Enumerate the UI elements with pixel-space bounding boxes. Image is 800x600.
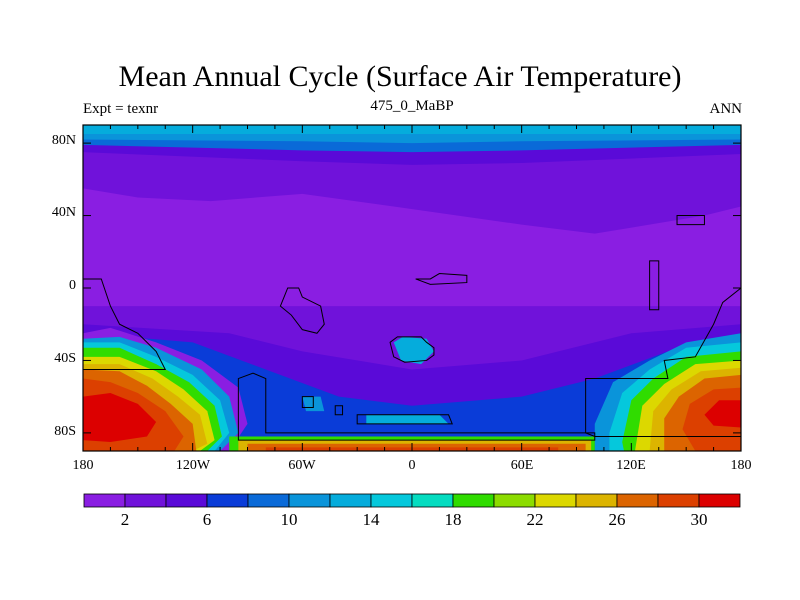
colorbar-label: 26 bbox=[608, 510, 626, 529]
colorbar-box bbox=[698, 493, 741, 508]
colorbar-box bbox=[83, 493, 126, 508]
colorbar-box bbox=[493, 493, 536, 508]
colorbar-box bbox=[329, 493, 372, 508]
coastline bbox=[649, 260, 660, 311]
colorbar-box bbox=[370, 493, 413, 508]
colorbar-box bbox=[247, 493, 290, 508]
coastline bbox=[585, 287, 741, 438]
lat-label: 40S bbox=[54, 351, 76, 366]
colorbar-label: 10 bbox=[280, 510, 298, 529]
contour-band bbox=[83, 188, 741, 307]
contour-band bbox=[83, 393, 157, 442]
colorbar-label: 30 bbox=[690, 510, 708, 529]
colorbar-label: 2 bbox=[120, 510, 130, 529]
colorbar-label: 6 bbox=[202, 510, 212, 529]
lon-label: 180 bbox=[72, 458, 94, 473]
lat-label: 80S bbox=[54, 424, 76, 439]
coastline bbox=[83, 278, 167, 370]
lon-label: 120E bbox=[616, 458, 646, 473]
coastline bbox=[415, 273, 468, 285]
colorbar-box bbox=[165, 493, 208, 508]
lon-label: 0 bbox=[408, 458, 416, 473]
coastline bbox=[389, 336, 435, 363]
colorbar-box bbox=[616, 493, 659, 508]
contour-fill bbox=[83, 125, 741, 451]
contour-band bbox=[393, 336, 434, 365]
experiment-label: Expt = texnr bbox=[83, 101, 159, 117]
colorbar-box bbox=[452, 493, 495, 508]
lat-label: 0 bbox=[69, 278, 76, 293]
colorbar-label: 18 bbox=[444, 510, 462, 529]
period-label: 475_0_MaBP bbox=[370, 98, 454, 114]
season-label: ANN bbox=[709, 101, 743, 117]
colorbar-box bbox=[206, 493, 249, 508]
contour-band bbox=[83, 333, 741, 451]
colorbar-label: 14 bbox=[362, 510, 380, 529]
colorbar-box bbox=[124, 493, 167, 508]
colorbar-box bbox=[534, 493, 577, 508]
contour-band bbox=[366, 414, 449, 424]
coastline bbox=[676, 215, 705, 226]
lon-label: 60E bbox=[510, 458, 534, 473]
coastline bbox=[301, 396, 314, 409]
coastline bbox=[279, 287, 325, 334]
coastline bbox=[334, 405, 344, 416]
colorbar-box bbox=[657, 493, 700, 508]
lat-label: 80N bbox=[51, 133, 76, 148]
plot-title: Mean Annual Cycle (Surface Air Temperatu… bbox=[118, 60, 682, 93]
coastline bbox=[356, 414, 453, 425]
colorbar-box bbox=[411, 493, 454, 508]
lon-label: 180 bbox=[730, 458, 752, 473]
lon-label: 120W bbox=[175, 458, 211, 473]
colorbar-box bbox=[575, 493, 618, 508]
contour-band bbox=[704, 400, 741, 428]
lon-label: 60W bbox=[288, 458, 316, 473]
colorbar-box bbox=[288, 493, 331, 508]
coastline bbox=[237, 372, 596, 441]
lat-label: 40N bbox=[51, 205, 76, 220]
colorbar-label: 22 bbox=[526, 510, 544, 529]
